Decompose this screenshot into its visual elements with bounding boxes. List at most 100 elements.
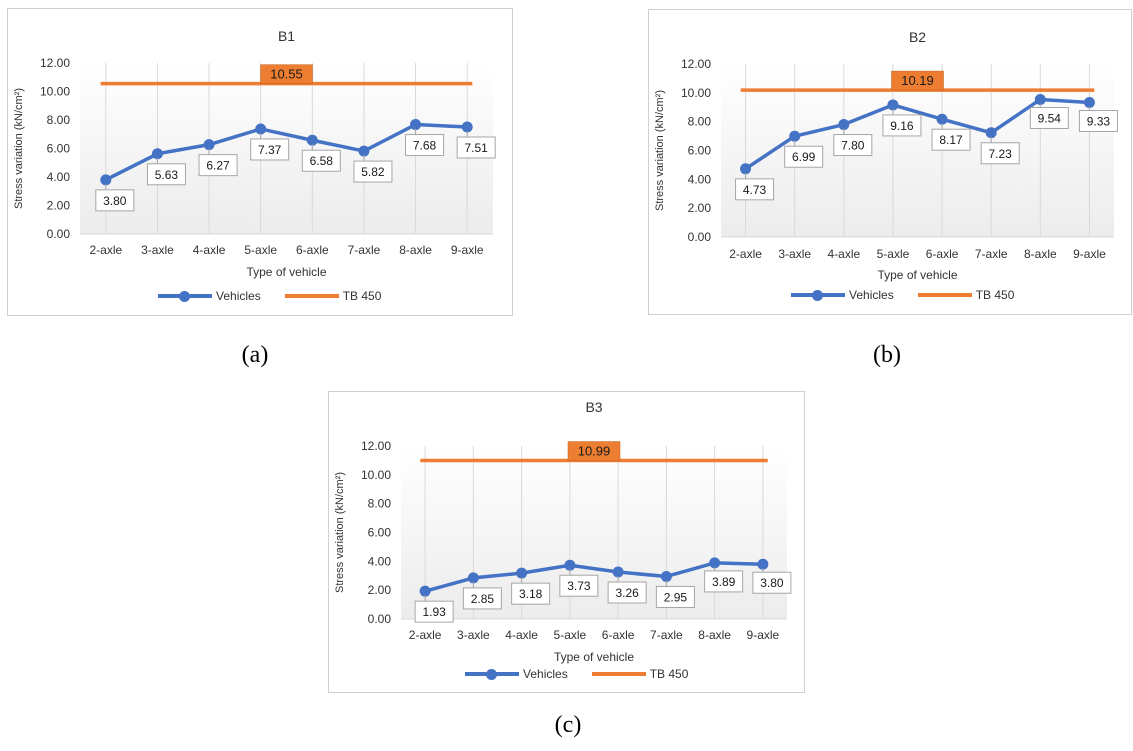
vehicles-point [358, 145, 370, 157]
vehicles-point [306, 134, 318, 146]
vehicles-label-box [607, 581, 647, 604]
vehicles-data-label: 3.18 [519, 587, 543, 601]
vehicles-data-label: 7.80 [841, 139, 865, 153]
vehicles-line [744, 97, 1090, 171]
y-tick-label: 4.00 [688, 172, 712, 186]
legend-label-tb450: TB 450 [975, 288, 1015, 302]
x-tick-label: 4-axle [827, 247, 860, 261]
vehicles-line [424, 561, 763, 593]
vehicles-label-box [931, 128, 971, 151]
vehicles-point [203, 139, 215, 151]
x-tick-label: 2-axle [409, 628, 442, 642]
vehicles-data-label: 4.73 [743, 183, 767, 197]
x-tick-label: 4-axle [193, 243, 226, 257]
y-tick-label: 8.00 [688, 115, 712, 129]
vehicles-label-box [414, 600, 454, 623]
tb450-data-label: 10.55 [270, 67, 303, 82]
vehicles-swatch-icon [465, 669, 519, 680]
vehicles-data-label: 6.99 [792, 150, 816, 164]
x-axis-label: Type of vehicle [246, 265, 326, 279]
vehicles-label-box [980, 142, 1020, 165]
legend-b1: Vehicles TB 450 [158, 289, 381, 303]
vehicles-point [757, 558, 769, 570]
chart-title: B2 [909, 29, 926, 45]
vehicles-label-box [353, 160, 393, 183]
tb450-data-label: 10.99 [578, 444, 611, 459]
vehicles-label-box [833, 134, 873, 157]
vehicles-point [838, 119, 850, 131]
legend-b3: Vehicles TB 450 [465, 667, 688, 681]
vehicles-data-label: 3.80 [760, 576, 784, 590]
x-tick-label: 5-axle [244, 243, 277, 257]
vehicles-line [105, 122, 468, 182]
vehicles-data-label: 5.82 [361, 165, 385, 179]
vehicles-point [467, 572, 479, 584]
y-tick-label: 6.00 [47, 142, 71, 156]
y-tick-label: 2.00 [368, 583, 392, 597]
vehicles-point [1083, 96, 1095, 108]
chart-panel-b3: B3 0.00 2.00 4.00 6.00 8.00 10.00 12.00 2-axle 3-… [328, 391, 805, 693]
vehicles-label-box [301, 149, 341, 172]
vehicles-label-box [1029, 106, 1069, 129]
legend-entry-vehicles: Vehicles [791, 288, 894, 302]
vehicles-data-label: 3.89 [712, 575, 736, 589]
x-tick-label: 9-axle [747, 628, 780, 642]
vehicles-data-label: 7.23 [989, 147, 1013, 161]
y-tick-label: 6.00 [368, 526, 392, 540]
legend-label-vehicles: Vehicles [216, 289, 261, 303]
x-tick-label: 8-axle [698, 628, 731, 642]
y-tick-label: 2.00 [47, 199, 71, 213]
vehicles-data-label: 6.58 [310, 154, 334, 168]
vehicles-point [419, 585, 431, 597]
x-tick-label: 6-axle [926, 247, 959, 261]
tb450-label-box [891, 70, 944, 91]
chart-panel-b1: B1 0.00 2.00 4.00 6.00 8.00 10.00 12.00 2-axle 3-… [7, 8, 513, 316]
chart-title: B3 [585, 399, 602, 415]
vehicles-data-label: 2.95 [664, 590, 688, 604]
vehicles-swatch-icon [158, 291, 212, 302]
y-tick-label: 0.00 [688, 230, 712, 244]
vehicles-data-label: 3.73 [567, 579, 591, 593]
x-tick-label: 7-axle [975, 247, 1008, 261]
x-tick-label: 6-axle [296, 243, 329, 257]
tb450-data-label: 10.19 [901, 73, 934, 88]
chart-b1: B1 0.00 2.00 4.00 6.00 8.00 10.00 12.00 2-axle 3-… [13, 28, 496, 279]
vehicles-label-box [704, 570, 744, 593]
legend-label-vehicles: Vehicles [849, 288, 894, 302]
y-axis-label: Stress variation (kN/cm²) [334, 472, 346, 593]
legend-entry-tb450: TB 450 [917, 288, 1015, 302]
chart-b2: B2 0.00 2.00 4.00 6.00 8.00 10.00 12.00 2-axle 3-… [654, 29, 1118, 282]
vehicles-data-label: 3.80 [103, 194, 127, 208]
vehicles-point [789, 130, 801, 142]
vehicles-data-label: 2.85 [471, 592, 495, 606]
vehicles-point [612, 566, 624, 578]
vehicles-label-box [198, 154, 238, 177]
y-tick-label: 12.00 [361, 439, 391, 453]
vehicles-point [151, 148, 163, 160]
vehicles-point [461, 121, 473, 133]
legend-label-tb450: TB 450 [649, 667, 689, 681]
tb450-label-box [567, 441, 621, 461]
vehicles-label-box [95, 189, 135, 212]
vehicles-point [887, 99, 899, 111]
y-axis-label: Stress variation (kN/cm²) [654, 90, 666, 211]
chart-panel-b2: B2 0.00 2.00 4.00 6.00 8.00 10.00 12.00 2-axle 3-… [648, 9, 1132, 315]
vehicles-point [985, 127, 997, 139]
y-tick-label: 10.00 [361, 468, 391, 482]
vehicles-label-box [1078, 109, 1118, 132]
legend-entry-vehicles: Vehicles [158, 289, 261, 303]
vehicles-data-label: 7.68 [413, 139, 437, 153]
x-tick-label: 3-axle [778, 247, 811, 261]
x-tick-label: 9-axle [451, 243, 484, 257]
vehicles-point [1034, 93, 1046, 105]
x-tick-label: 8-axle [399, 243, 432, 257]
x-tick-label: 3-axle [141, 243, 174, 257]
vehicles-point [660, 570, 672, 582]
x-tick-label: 4-axle [505, 628, 538, 642]
vehicles-point [936, 113, 948, 125]
tb450-swatch-icon [591, 669, 646, 679]
y-tick-label: 2.00 [688, 201, 712, 215]
y-tick-label: 10.00 [40, 85, 70, 99]
x-tick-label: 5-axle [877, 247, 910, 261]
y-tick-label: 4.00 [47, 170, 71, 184]
